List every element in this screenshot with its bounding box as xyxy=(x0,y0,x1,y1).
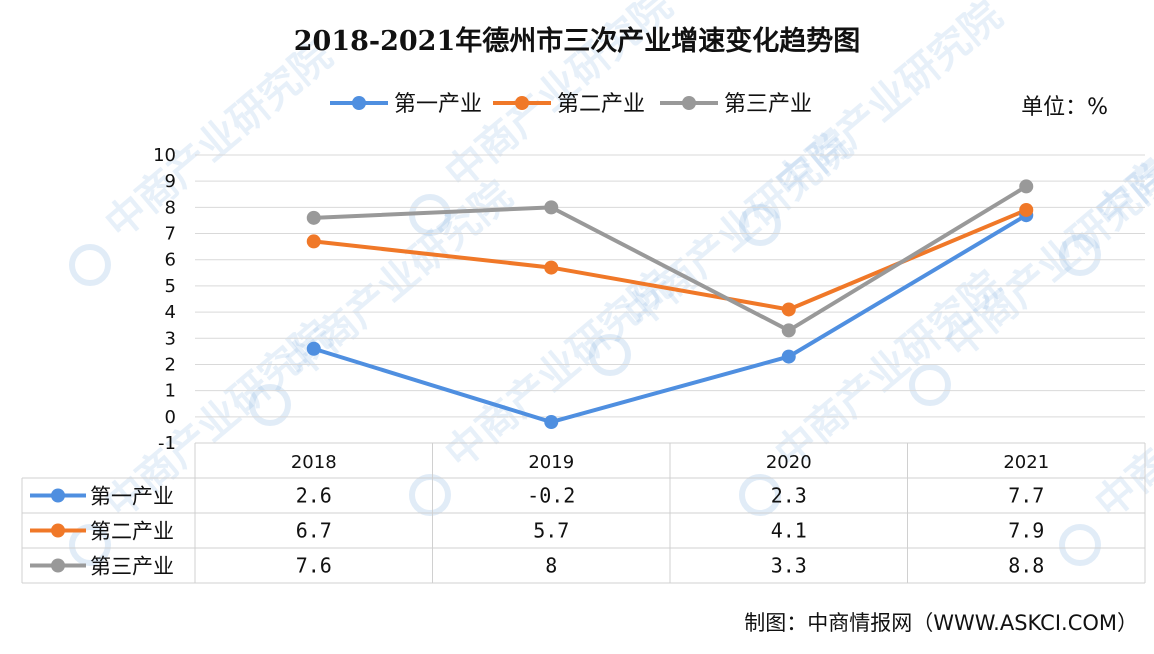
table-row-label: 第三产业 xyxy=(90,555,174,579)
table-legend-marker-icon xyxy=(51,523,65,538)
legend-label: 第二产业 xyxy=(557,92,645,117)
series-line xyxy=(313,213,1028,425)
data-point xyxy=(1019,179,1034,194)
table-legend-marker-icon xyxy=(51,488,65,503)
watermark-logo-icon xyxy=(909,364,951,406)
y-tick-label: 5 xyxy=(165,276,176,297)
table-cell-value: 2.3 xyxy=(771,484,807,508)
watermark-logo-icon xyxy=(1059,234,1101,276)
table-row: 第三产业 7.6 8 3.3 8.8 xyxy=(30,554,1044,579)
unit-label: 单位：% xyxy=(1021,95,1108,120)
legend-marker-icon xyxy=(682,96,696,110)
data-point xyxy=(781,349,796,364)
table-cell-value: 3.3 xyxy=(771,554,807,578)
y-tick-label: 10 xyxy=(153,145,176,166)
y-tick-label: 4 xyxy=(165,302,176,323)
x-category-label: 2020 xyxy=(766,452,812,473)
y-tick-label: 0 xyxy=(165,407,176,428)
watermark-logo-icon xyxy=(249,384,291,426)
watermark-logo-icon xyxy=(589,334,631,376)
watermark-logo-icon xyxy=(409,474,451,516)
legend-item: 第二产业 xyxy=(493,92,645,117)
series-lines xyxy=(313,184,1028,425)
watermark-logo-icon xyxy=(69,244,111,286)
data-point xyxy=(306,341,321,356)
legend-item: 第三产业 xyxy=(660,92,812,117)
table-row: 第一产业 2.6 -0.2 2.3 7.7 xyxy=(30,484,1044,509)
watermark-text: 中商产业研究院 xyxy=(97,32,341,247)
data-point xyxy=(544,200,559,215)
table-cell-value: 7.9 xyxy=(1008,519,1044,543)
table-cell-value: 4.1 xyxy=(771,519,807,543)
legend-marker-icon xyxy=(515,96,529,110)
legend: 第一产业 第二产业 第三产业 xyxy=(330,92,812,117)
data-point xyxy=(1019,202,1034,217)
y-tick-label: -1 xyxy=(158,433,176,454)
y-axis: -1 0 1 2 3 4 5 6 7 8 9 10 xyxy=(153,145,176,454)
series-line xyxy=(313,184,1028,333)
table-cell-value: 8 xyxy=(545,554,557,578)
data-table: 2018 2019 2020 2021 第一产业 2.6 -0.2 2.3 7.7 第二产业 6.7… xyxy=(21,442,1146,584)
table-row-label: 第一产业 xyxy=(90,485,174,509)
table-cell-value: 2.6 xyxy=(296,484,332,508)
table-cell-value: 8.8 xyxy=(1008,554,1044,578)
data-point xyxy=(781,323,796,338)
watermark-logo-icon xyxy=(69,524,111,566)
legend-marker-icon xyxy=(352,96,366,110)
table-cell-value: 7.6 xyxy=(296,554,332,578)
table-legend-marker-icon xyxy=(51,558,65,573)
table-row: 第二产业 6.7 5.7 4.1 7.9 xyxy=(30,519,1044,544)
y-tick-label: 7 xyxy=(165,224,176,245)
data-point xyxy=(544,415,559,430)
series-points xyxy=(306,179,1034,430)
y-tick-label: 8 xyxy=(165,197,176,218)
y-tick-label: 1 xyxy=(165,381,176,402)
watermark-logo-icon xyxy=(1059,524,1101,566)
legend-label: 第三产业 xyxy=(724,92,812,117)
data-point xyxy=(306,234,321,249)
y-tick-label: 3 xyxy=(165,328,176,349)
data-point xyxy=(781,302,796,317)
table-cell-value: -0.2 xyxy=(527,484,575,508)
data-point xyxy=(306,210,321,225)
legend-item: 第一产业 xyxy=(330,92,482,117)
table-cell-value: 5.7 xyxy=(533,519,569,543)
x-category-label: 2018 xyxy=(291,452,337,473)
source-note: 制图：中商情报网（WWW.ASKCI.COM） xyxy=(744,611,1138,635)
y-tick-label: 9 xyxy=(165,171,176,192)
y-tick-label: 6 xyxy=(165,250,176,271)
table-row-label: 第二产业 xyxy=(90,520,174,544)
chart-title: 2018-2021年德州市三次产业增速变化趋势图 xyxy=(294,25,861,57)
watermark-text: 中商产业研究院 xyxy=(1087,312,1154,527)
table-cell-value: 6.7 xyxy=(296,519,332,543)
x-category-label: 2019 xyxy=(528,452,574,473)
y-tick-label: 2 xyxy=(165,354,176,375)
legend-label: 第一产业 xyxy=(394,92,482,117)
table-cell-value: 7.7 xyxy=(1008,484,1044,508)
x-category-label: 2021 xyxy=(1003,452,1049,473)
data-point xyxy=(544,260,559,275)
